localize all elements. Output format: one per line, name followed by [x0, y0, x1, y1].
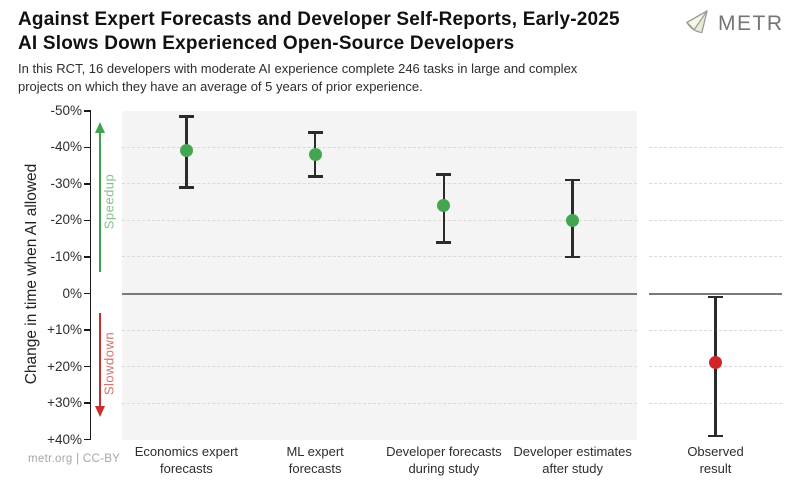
data-point-dot: [437, 199, 451, 213]
gridline: [122, 329, 637, 331]
data-point-dot: [308, 148, 322, 162]
y-tick-mark: [84, 292, 90, 295]
y-axis-line: [89, 110, 91, 440]
y-tick-mark: [84, 256, 90, 258]
error-bar-cap-top: [307, 131, 323, 134]
category-label: Developer estimates after study: [513, 444, 632, 476]
gridline: [122, 402, 637, 404]
y-tick-mark: [84, 329, 90, 331]
gridline: [649, 219, 782, 221]
error-bar-cap-top: [436, 173, 452, 176]
y-tick-mark: [84, 219, 90, 222]
error-bar-cap-bottom: [178, 186, 194, 189]
error-bar-cap-top: [178, 114, 194, 118]
y-tick-label: -30%: [50, 175, 82, 191]
y-tick-label: +20%: [47, 358, 82, 374]
category-label: Developer forecasts during study: [386, 444, 502, 476]
error-bar-cap-bottom: [307, 175, 323, 178]
subtitle-line-2: projects on which they have an average o…: [18, 78, 423, 94]
title-line-2: AI Slows Down Experienced Open-Source De…: [18, 33, 515, 54]
error-bar-cap-bottom: [708, 434, 723, 438]
subtitle-line-1: In this RCT, 16 developers with moderate…: [18, 61, 578, 76]
y-tick-mark: [84, 183, 90, 185]
speedup-arrowhead-icon: [95, 122, 106, 133]
y-tick-label: +40%: [47, 431, 82, 447]
metr-prism-icon: [684, 9, 711, 39]
gridline: [122, 183, 637, 185]
zero-line: [649, 292, 782, 295]
slowdown-label: Slowdown: [101, 331, 117, 396]
y-tick-label: -10%: [50, 248, 82, 264]
slowdown-arrowhead-icon: [95, 406, 106, 417]
y-tick-mark: [84, 110, 90, 112]
y-tick-mark: [84, 146, 90, 149]
gridline: [649, 183, 782, 185]
metr-logo-text: METR: [718, 12, 784, 35]
title-line-1: Against Expert Forecasts and Developer S…: [18, 9, 620, 30]
y-tick-label: -40%: [50, 139, 82, 155]
forecast-panel: [122, 110, 637, 440]
y-tick-label: 0%: [62, 285, 82, 301]
error-bar-cap-bottom: [565, 255, 581, 259]
chart-subtitle: In this RCT, 16 developers with moderate…: [18, 60, 577, 95]
category-label: Economics expert forecasts: [134, 444, 239, 476]
data-point-dot: [179, 144, 193, 158]
speedup-label: Speedup: [101, 173, 117, 230]
attribution-credit: metr.org | CC-BY: [28, 453, 121, 465]
gridline: [649, 146, 782, 148]
data-point-dot: [709, 356, 722, 370]
metr-logo: METR: [684, 9, 784, 39]
slowdown-arrow: [98, 313, 102, 407]
zero-line: [122, 292, 637, 295]
gridline: [122, 256, 637, 258]
speedup-arrow: [98, 131, 102, 272]
error-bar-cap-top: [708, 295, 723, 299]
gridline: [122, 146, 637, 148]
y-tick-label: +30%: [47, 395, 82, 411]
error-bar-cap-top: [565, 178, 581, 182]
y-tick-mark: [84, 438, 90, 441]
y-tick-label: -20%: [50, 212, 82, 228]
gridline: [122, 366, 637, 368]
category-label: ML expert forecasts: [286, 444, 344, 476]
gridline: [122, 219, 637, 221]
y-tick-mark: [84, 365, 90, 368]
gridline: [649, 256, 782, 258]
data-point-dot: [566, 213, 580, 227]
y-tick-label: +10%: [47, 322, 82, 338]
page-title: Against Expert Forecasts and Developer S…: [18, 8, 620, 56]
y-tick-mark: [84, 402, 90, 404]
y-tick-label: -50%: [50, 102, 82, 118]
y-axis-title: Change in time when AI allowed: [23, 163, 40, 385]
category-label: Observed result: [687, 444, 744, 476]
error-bar-cap-bottom: [436, 241, 452, 244]
